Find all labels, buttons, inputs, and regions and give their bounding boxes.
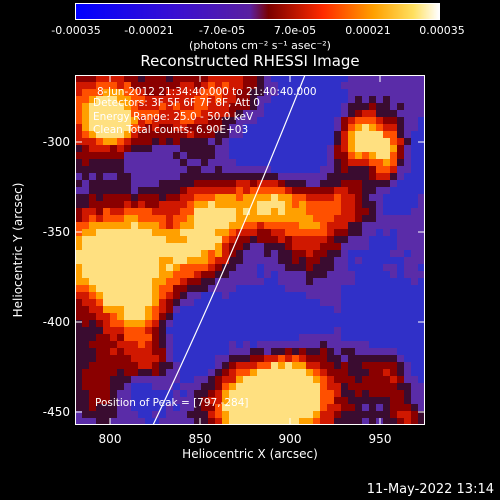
method-counts-label: Clean Total counts: 6.90E+03 bbox=[93, 124, 249, 136]
detectors-label: Detectors: 3F 5F 6F 7F 8F, Att 0 bbox=[93, 97, 260, 109]
x-tick-label: 900 bbox=[278, 432, 302, 446]
plot-frame bbox=[75, 75, 425, 425]
image-title: Reconstructed RHESSI Image bbox=[140, 52, 360, 70]
time-range-label: 8-Jun-2012 21:34:40.000 to 21:40:40.000 bbox=[97, 86, 317, 98]
peak-position-label: Position of Peak = [797,-284] bbox=[95, 397, 249, 409]
solar-limb-line bbox=[152, 75, 306, 425]
energy-range-label: Energy Range: 25.0 - 50.0 keV bbox=[93, 111, 254, 123]
generation-timestamp: 11-May-2022 13:14 bbox=[366, 482, 494, 497]
x-tick-label: 800 bbox=[98, 432, 122, 446]
x-tick-label: 950 bbox=[368, 432, 392, 446]
image-pixels bbox=[75, 75, 425, 425]
colorbar bbox=[75, 3, 440, 20]
y-axis-label: Heliocentric Y (arcsec) bbox=[11, 182, 25, 318]
x-tick-label: 850 bbox=[188, 432, 212, 446]
colorbar-tick-label: 0.00021 bbox=[345, 24, 391, 37]
rhessi-image-canvas bbox=[75, 75, 425, 425]
y-tick-label: -300 bbox=[42, 135, 70, 149]
y-tick-label: -400 bbox=[42, 315, 70, 329]
x-axis-label: Heliocentric X (arcsec) bbox=[182, 447, 318, 461]
y-tick-label: -450 bbox=[42, 405, 70, 419]
colorbar-tick-label: -0.00021 bbox=[124, 24, 174, 37]
colorbar-tick-label: 7.0e-05 bbox=[273, 24, 317, 37]
colorbar-tick-label: -0.00035 bbox=[51, 24, 101, 37]
colorbar-units: (photons cm⁻² s⁻¹ asec⁻²) bbox=[189, 39, 331, 52]
y-tick-label: -350 bbox=[42, 225, 70, 239]
axis-ticks bbox=[75, 75, 425, 425]
rhessi-image: 8-Jun-2012 21:34:40.000 to 21:40:40.000 … bbox=[75, 75, 425, 425]
colorbar-tick-label: -7.0e-05 bbox=[198, 24, 246, 37]
colorbar-tick-label: 0.00035 bbox=[419, 24, 465, 37]
